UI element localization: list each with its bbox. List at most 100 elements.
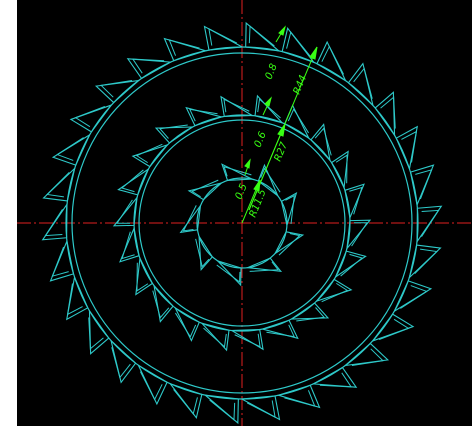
middle-radius-label: R27: [273, 140, 291, 163]
ratchet-tooth: [343, 343, 390, 367]
inner-ratchet-ring: [179, 163, 305, 287]
middle-radius-arrow: [277, 123, 286, 137]
ratchet-tooth-inner-edge: [209, 399, 236, 421]
outer-radius-label: R44: [292, 74, 310, 96]
ratchet-tooth: [408, 244, 442, 280]
ratchet-tooth: [344, 183, 365, 220]
ratchet-tooth-inner-edge: [414, 248, 438, 275]
ratchet-tooth: [185, 106, 224, 127]
ratchet-tooth-inner-edge: [314, 127, 332, 156]
ratchet-tooth: [117, 167, 150, 196]
ratchet-tooth: [346, 219, 372, 251]
ratchet-tooth-inner-edge: [131, 58, 165, 74]
outer-inner-circle: [71, 52, 413, 394]
ratchet-tooth: [334, 250, 367, 279]
ratchet-tooth-inner-edge: [257, 98, 281, 119]
inner-tooth-height-arrow: [244, 158, 251, 169]
ratchet-tooth: [310, 123, 331, 163]
ratchet-tooth-inner-edge: [351, 348, 384, 367]
ratchet-tooth-inner-edge: [278, 233, 301, 256]
ratchet-tooth-inner-edge: [401, 130, 418, 163]
ratchet-tooth-inner-edge: [175, 312, 197, 338]
ratchet-tooth: [281, 27, 316, 64]
ratchet-tooth-inner-edge: [195, 238, 210, 268]
ratchet-tooth-inner-edge: [182, 205, 197, 232]
ratchet-tooth-inner-edge: [46, 171, 70, 198]
ratchet-tooth: [239, 395, 281, 421]
ratchet-tooth-inner-edge: [421, 209, 440, 237]
ratchet-tooth-inner-edge: [121, 231, 135, 260]
ratchet-tooth: [200, 322, 230, 352]
ratchet-tooth: [395, 125, 418, 171]
ratchet-tooth: [254, 94, 284, 124]
ratchet-tooth: [273, 231, 305, 256]
ratchet-tooth-inner-edge: [191, 179, 219, 198]
ratchet-tooth: [215, 259, 242, 287]
ratchet-tooth: [168, 382, 203, 419]
ratchet-tooth-inner-edge: [152, 290, 170, 319]
ratchet-tooth-inner-edge: [74, 105, 106, 128]
ratchet-tooth-inner-edge: [319, 372, 353, 388]
middle-teeth: [112, 94, 372, 352]
ratchet-tooth: [153, 283, 174, 323]
ratchet-tooth: [316, 40, 347, 83]
ratchet-tooth: [276, 384, 321, 409]
ratchet-tooth-inner-edge: [340, 253, 364, 277]
ratchet-tooth: [331, 150, 349, 190]
ratchet-tooth: [371, 313, 415, 343]
ratchet-tooth: [198, 234, 213, 271]
ratchet-tooth-inner-edge: [189, 108, 218, 122]
ratchet-tooth: [41, 202, 68, 241]
ratchet-tooth: [311, 367, 358, 388]
ratchet-tooth: [66, 275, 89, 321]
outer-tooth-height-label: 0.8: [264, 62, 280, 81]
ratchet-tooth: [110, 338, 137, 384]
ratchet-tooth: [203, 25, 245, 51]
ratchet-tooth: [347, 62, 374, 108]
ratchet-tooth-inner-edge: [321, 45, 345, 75]
ratchet-tooth: [187, 181, 224, 201]
ratchet-tooth-inner-edge: [335, 154, 348, 184]
ratchet-tooth-inner-edge: [249, 261, 279, 272]
ratchet-tooth-inner-edge: [111, 347, 131, 379]
ratchet-tooth-inner-edge: [173, 389, 198, 415]
ratchet-tooth-inner-edge: [139, 371, 163, 401]
ratchet-tooth-inner-edge: [285, 194, 295, 224]
ratchet-tooth-inner-edge: [135, 143, 163, 164]
ratchet-tooth-inner-edge: [246, 400, 276, 419]
ratchet-tooth: [173, 306, 200, 342]
outer-radius-arrow: [309, 46, 318, 60]
ratchet-tooth-inner-edge: [378, 318, 410, 341]
ratchet-tooth: [51, 133, 91, 166]
middle-tooth-height-label: 0.6: [253, 130, 269, 149]
ratchet-tooth-inner-edge: [100, 79, 133, 98]
inner-teeth: [179, 163, 305, 287]
ratchet-tooth: [314, 278, 353, 303]
ratchet-tooth-inner-edge: [296, 307, 326, 322]
dimension-leaders: [241, 25, 318, 224]
ratchet-tooth: [119, 226, 140, 263]
ratchet-tooth: [374, 91, 396, 138]
ratchet-tooth: [131, 143, 170, 168]
ratchet-tooth-inner-edge: [51, 246, 69, 277]
outer-ratchet-ring: [41, 21, 443, 425]
ratchet-tooth: [416, 205, 443, 244]
ratchet-tooth-inner-edge: [260, 167, 281, 193]
ratchet-tooth-inner-edge: [351, 222, 368, 247]
middle-radius-leader: [248, 123, 286, 211]
inner-tooth-height-label: 0.5: [234, 182, 250, 201]
ratchet-tooth-inner-edge: [353, 67, 373, 99]
ratchet-tooth-inner-edge: [158, 124, 188, 139]
ratchet-tooth: [289, 302, 330, 320]
ratchet-tooth-inner-edge: [223, 166, 252, 177]
ratchet-tooth-inner-edge: [223, 98, 250, 113]
ratchet-tooth: [126, 58, 173, 79]
ratchet-tooth-inner-edge: [380, 96, 396, 129]
ratchet-tooth: [137, 363, 168, 406]
inner-radius-label: R11.5: [248, 188, 269, 219]
ratchet-tooth-inner-edge: [203, 327, 227, 348]
ratchet-tooth-inner-edge: [120, 169, 144, 193]
ratchet-tooth-inner-edge: [400, 285, 428, 309]
ratchet-tooth-inner-edge: [248, 25, 275, 47]
ratchet-tooth: [163, 37, 208, 62]
